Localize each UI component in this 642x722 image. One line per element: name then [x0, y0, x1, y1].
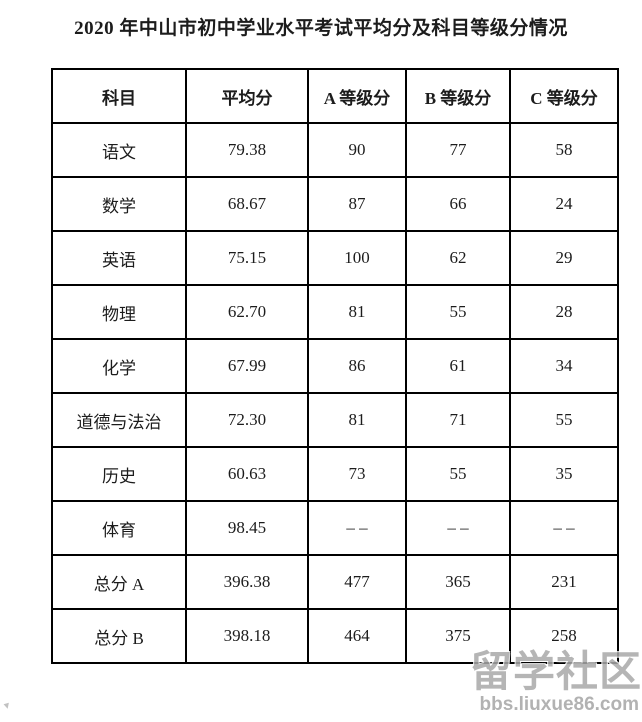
subject-cell: 英语	[51, 230, 187, 286]
score-cell: 61	[405, 338, 511, 394]
column-header: A 等级分	[307, 68, 407, 124]
subject-cell: 语文	[51, 122, 187, 178]
score-cell: 98.45	[185, 500, 309, 556]
score-cell: 375	[405, 608, 511, 664]
column-header: B 等级分	[405, 68, 511, 124]
score-cell: 75.15	[185, 230, 309, 286]
score-cell: 62	[405, 230, 511, 286]
score-cell: 464	[307, 608, 407, 664]
column-header: 平均分	[185, 68, 309, 124]
score-cell: 79.38	[185, 122, 309, 178]
score-cell: 55	[509, 392, 619, 448]
table-row: 历史 60.63 73 55 35	[51, 446, 619, 502]
score-cell: 396.38	[185, 554, 309, 610]
score-cell: 100	[307, 230, 407, 286]
score-cell: – –	[307, 500, 407, 556]
score-cell: 62.70	[185, 284, 309, 340]
score-cell: 29	[509, 230, 619, 286]
subject-cell: 体育	[51, 500, 187, 556]
table-row: 总分 B 398.18 464 375 258	[51, 608, 619, 664]
page-title: 2020 年中山市初中学业水平考试平均分及科目等级分情况	[74, 18, 568, 39]
score-cell: 73	[307, 446, 407, 502]
score-cell: – –	[405, 500, 511, 556]
score-cell: 231	[509, 554, 619, 610]
score-cell: 71	[405, 392, 511, 448]
subject-cell: 总分 B	[51, 608, 187, 664]
score-cell: 34	[509, 338, 619, 394]
column-header: C 等级分	[509, 68, 619, 124]
score-cell: 81	[307, 284, 407, 340]
score-cell: 90	[307, 122, 407, 178]
subject-cell: 物理	[51, 284, 187, 340]
score-cell: 477	[307, 554, 407, 610]
corner-artifact-icon: ▾	[2, 699, 12, 713]
score-cell: 67.99	[185, 338, 309, 394]
score-cell: 258	[509, 608, 619, 664]
table-row: 道德与法治 72.30 81 71 55	[51, 392, 619, 448]
watermark-url: bbs.liuxue86.com	[479, 694, 639, 715]
subject-cell: 数学	[51, 176, 187, 232]
score-cell: 365	[405, 554, 511, 610]
table-header-row: 科目 平均分 A 等级分 B 等级分 C 等级分	[51, 68, 619, 124]
table-row: 语文 79.38 90 77 58	[51, 122, 619, 178]
table-row: 化学 67.99 86 61 34	[51, 338, 619, 394]
subject-cell: 总分 A	[51, 554, 187, 610]
table-row: 总分 A 396.38 477 365 231	[51, 554, 619, 610]
score-cell: 60.63	[185, 446, 309, 502]
score-cell: 77	[405, 122, 511, 178]
table-row: 物理 62.70 81 55 28	[51, 284, 619, 340]
score-cell: 398.18	[185, 608, 309, 664]
score-cell: 66	[405, 176, 511, 232]
score-cell: 35	[509, 446, 619, 502]
table-row: 体育 98.45– – – – – –	[51, 500, 619, 556]
column-header: 科目	[51, 68, 187, 124]
score-cell: 86	[307, 338, 407, 394]
score-cell: 81	[307, 392, 407, 448]
score-cell: – –	[509, 500, 619, 556]
score-cell: 72.30	[185, 392, 309, 448]
score-cell: 68.67	[185, 176, 309, 232]
score-cell: 55	[405, 446, 511, 502]
subject-cell: 道德与法治	[51, 392, 187, 448]
score-cell: 58	[509, 122, 619, 178]
table-row: 英语 75.15 100 62 29	[51, 230, 619, 286]
score-cell: 24	[509, 176, 619, 232]
score-cell: 55	[405, 284, 511, 340]
score-cell: 28	[509, 284, 619, 340]
table-row: 数学 68.67 87 66 24	[51, 176, 619, 232]
scores-table: 科目 平均分 A 等级分 B 等级分 C 等级分 语文 79.38 90 77 58 数学 68.6…	[51, 68, 619, 664]
score-cell: 87	[307, 176, 407, 232]
subject-cell: 化学	[51, 338, 187, 394]
subject-cell: 历史	[51, 446, 187, 502]
